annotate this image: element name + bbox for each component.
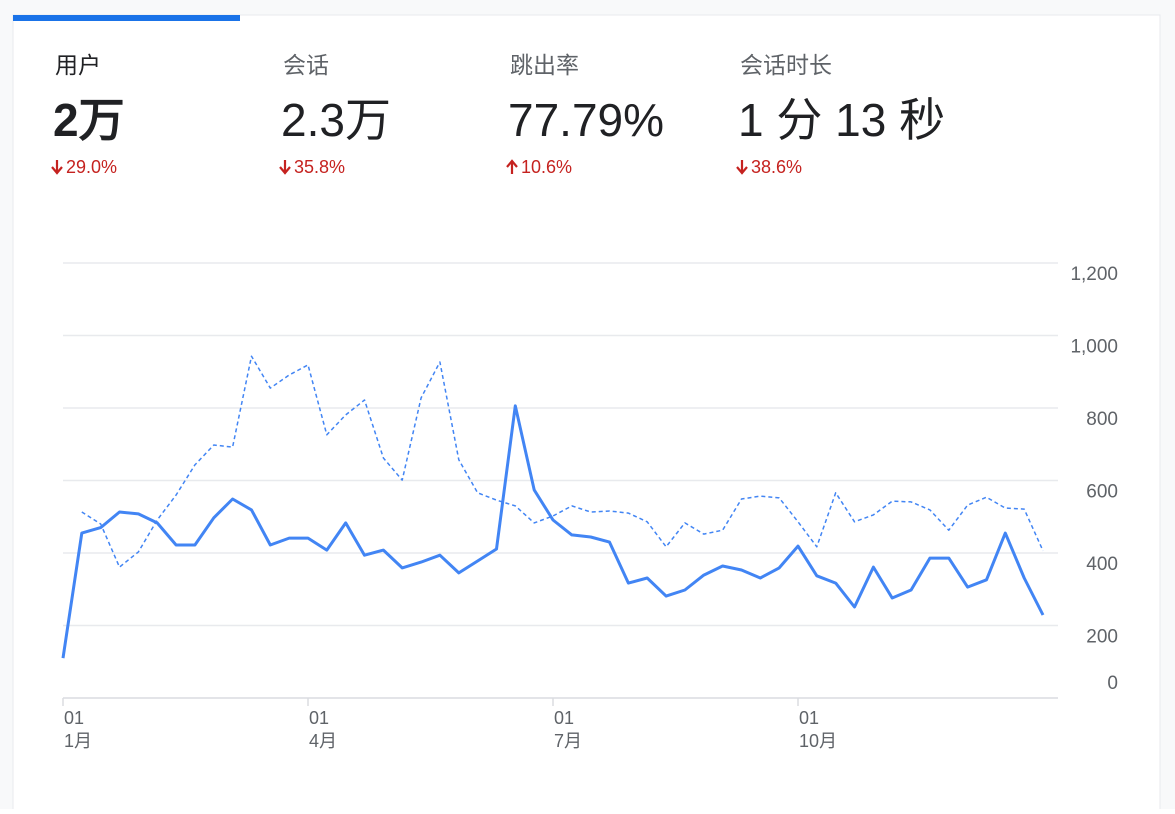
- y-tick-label: 400: [1086, 554, 1118, 575]
- selected-tab-indicator: [13, 15, 240, 21]
- y-tick-label: 1,200: [1070, 264, 1118, 285]
- metric-change: 29.0%: [66, 157, 117, 177]
- metric-value: 2万: [53, 94, 125, 146]
- metric-label: 跳出率: [510, 52, 579, 78]
- y-tick-label: 200: [1086, 627, 1118, 648]
- x-tick-day: 01: [309, 708, 329, 728]
- x-tick-day: 01: [554, 708, 574, 728]
- comparison-line: [81, 355, 1044, 568]
- data-line: [61, 404, 1045, 659]
- metric-label: 会话时长: [740, 52, 832, 78]
- metric-value: 77.79%: [508, 94, 664, 146]
- y-tick-label: 800: [1086, 409, 1118, 430]
- x-tick-month: 7月: [554, 731, 582, 751]
- x-tick-month: 10月: [799, 731, 837, 751]
- card: [12, 14, 1161, 814]
- change-arrow: [506, 159, 518, 174]
- change-arrow: [279, 160, 291, 175]
- change-arrow: [736, 160, 748, 175]
- metric-change: 38.6%: [751, 157, 802, 177]
- change-arrow: [51, 160, 63, 175]
- y-tick-label: 0: [1107, 673, 1118, 694]
- x-tick-day: 01: [64, 708, 84, 728]
- metric-value: 2.3万: [281, 94, 391, 146]
- y-tick-label: 1,000: [1070, 337, 1118, 358]
- metric-change: 35.8%: [294, 157, 345, 177]
- y-tick-label: 600: [1086, 482, 1118, 503]
- metric-label: 用户: [55, 52, 101, 78]
- metric-change: 10.6%: [521, 157, 572, 177]
- x-tick-month: 4月: [309, 731, 337, 751]
- metric-label: 会话: [283, 52, 329, 78]
- x-tick-day: 01: [799, 708, 819, 728]
- x-tick-month: 1月: [64, 731, 92, 751]
- metric-value: 1 分 13 秒: [738, 94, 945, 146]
